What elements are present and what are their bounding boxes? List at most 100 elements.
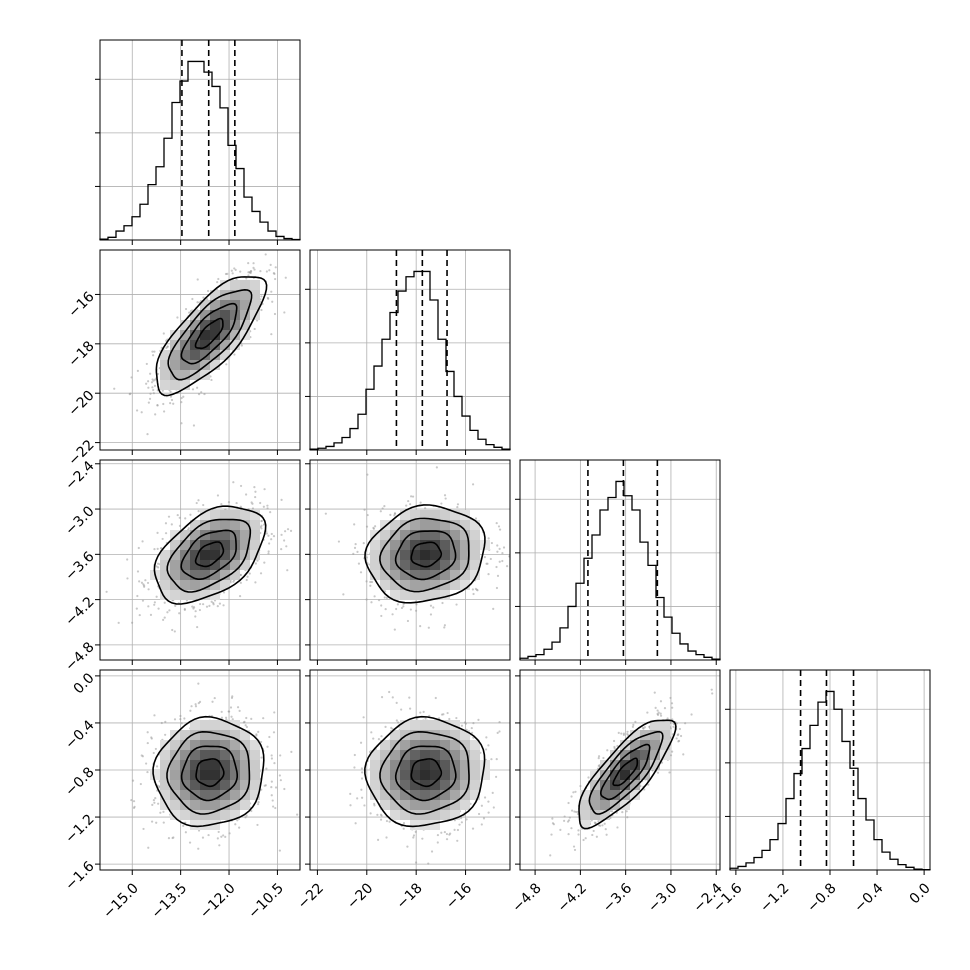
density-cell (190, 730, 200, 740)
y-tick-label: 0.0 (71, 670, 98, 697)
sample-point (183, 717, 186, 720)
sample-point (230, 269, 233, 272)
sample-point (152, 388, 155, 392)
density-cell (180, 540, 190, 550)
density-cell (450, 780, 460, 790)
density-cell (620, 750, 630, 760)
density-cell (430, 580, 440, 590)
density-cell (650, 760, 660, 770)
sample-point (157, 802, 160, 805)
y-tick-label: −3.0 (62, 503, 97, 538)
x-tick-label: −4.2 (555, 880, 590, 915)
density-cell (600, 790, 610, 800)
density-cell (380, 770, 390, 780)
sample-point (266, 507, 269, 510)
sample-point (180, 401, 183, 404)
sample-point (197, 393, 201, 396)
sample-point (253, 486, 256, 489)
sample-point (559, 828, 562, 831)
sample-point (234, 823, 237, 826)
density-cell (420, 540, 430, 550)
sample-point (273, 711, 276, 714)
density-cell (430, 820, 440, 830)
sample-point (238, 709, 241, 712)
density-cell (400, 530, 410, 540)
sample-point (220, 835, 223, 838)
density-cell (460, 740, 470, 750)
sample-point (379, 813, 383, 816)
sample-point (267, 297, 270, 300)
sample-point (445, 832, 449, 836)
density-cell (170, 590, 180, 600)
sample-point (496, 550, 499, 553)
density-panel-2-3 (519, 669, 721, 871)
sample-point (671, 750, 674, 753)
density-cell (390, 590, 400, 600)
density-cell (460, 550, 470, 560)
sample-point (162, 821, 165, 824)
density-cell (160, 360, 170, 370)
density-cell (190, 780, 200, 790)
sample-point (487, 811, 490, 814)
density-panel-1-2 (309, 459, 511, 661)
density-cell (170, 810, 180, 820)
density-cell (600, 800, 610, 810)
sample-point (202, 296, 205, 299)
sample-point (157, 562, 160, 565)
sample-point (140, 581, 144, 584)
density-cell (380, 520, 390, 530)
sample-point (239, 505, 242, 508)
y-tick-label: −1.6 (62, 858, 97, 893)
density-cell (240, 310, 250, 320)
sample-point (274, 786, 278, 789)
sample-point (166, 345, 169, 348)
density-cell (220, 350, 230, 360)
density-cell (210, 550, 220, 560)
sample-point (146, 741, 149, 745)
sample-point (416, 717, 419, 720)
density-cell (160, 350, 170, 360)
sample-point (267, 534, 270, 537)
density-cell (380, 530, 390, 540)
sample-point (456, 503, 460, 506)
contour-line (578, 719, 677, 830)
sample-point (256, 559, 259, 562)
density-cell (390, 800, 400, 810)
sample-point (220, 716, 224, 719)
sample-point (189, 513, 192, 516)
density-cell (190, 770, 200, 780)
density-cell (430, 720, 440, 730)
density-cell (240, 780, 250, 790)
sample-point (570, 827, 573, 830)
sample-point (456, 839, 459, 842)
sample-point (131, 779, 135, 782)
density-cell (420, 570, 430, 580)
sample-point (270, 290, 273, 293)
sample-point (278, 849, 281, 852)
sample-point (136, 594, 139, 598)
sample-point (273, 272, 276, 275)
x-tick-label: −4.8 (509, 880, 544, 915)
density-cell (430, 510, 440, 520)
sample-point (597, 820, 600, 823)
sample-point (621, 811, 624, 814)
density-cell (250, 510, 260, 520)
sample-point (126, 577, 129, 580)
contour-line (394, 530, 457, 581)
sample-point (264, 784, 267, 787)
density-cell (460, 530, 470, 540)
sample-point (274, 277, 277, 281)
density-cell (240, 730, 250, 740)
sample-point (132, 800, 136, 803)
sample-point (206, 298, 209, 301)
sample-point (262, 717, 265, 720)
sample-point (595, 835, 598, 838)
sample-point (471, 827, 475, 830)
sample-point (224, 716, 228, 719)
density-cell (450, 760, 460, 770)
y-tick-label: −0.8 (62, 764, 97, 799)
density-cell (230, 800, 240, 810)
sample-point (179, 717, 182, 721)
density-cell (210, 510, 220, 520)
sample-point (246, 575, 249, 578)
